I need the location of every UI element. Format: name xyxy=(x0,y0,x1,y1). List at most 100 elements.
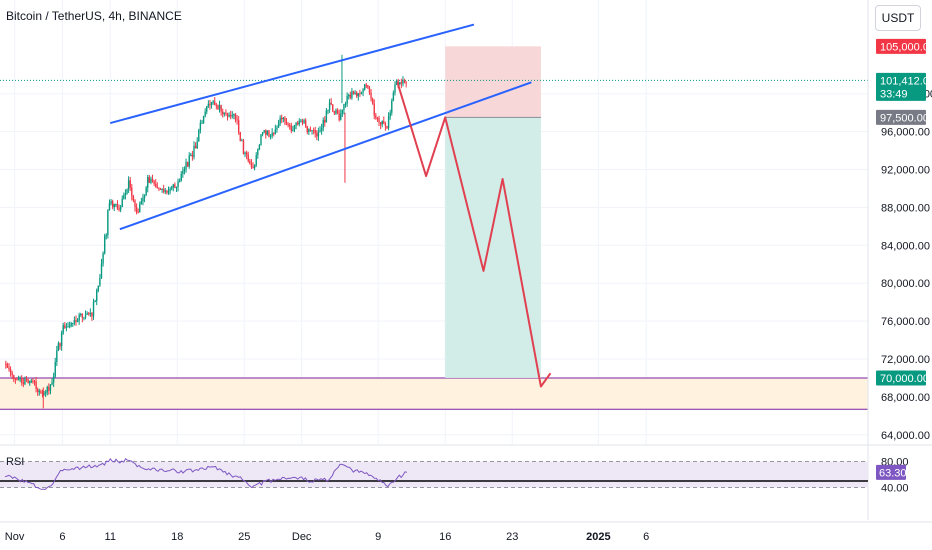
candle-body xyxy=(389,112,391,117)
candle-body xyxy=(328,102,331,110)
rsi-line xyxy=(4,457,408,491)
candle-body xyxy=(19,377,21,380)
candle-body xyxy=(48,386,50,391)
candle-body xyxy=(190,154,192,156)
candle-body xyxy=(295,123,297,126)
candle-body xyxy=(92,301,95,317)
candle-body xyxy=(383,121,385,124)
candle-body xyxy=(14,378,17,380)
candle-body xyxy=(373,103,375,116)
candle-body xyxy=(325,110,328,123)
candle-body xyxy=(16,379,18,381)
candle-body xyxy=(29,381,31,384)
candle-body xyxy=(158,187,160,189)
candle-body xyxy=(46,386,48,393)
candle-body xyxy=(371,98,374,104)
candle-body xyxy=(292,129,294,131)
channel-lower-line xyxy=(119,81,532,231)
candle-body xyxy=(349,94,352,98)
candles xyxy=(5,54,407,409)
candle-body xyxy=(167,191,170,193)
rsi-indicator-label[interactable]: RSI xyxy=(6,456,25,468)
candle-body xyxy=(375,115,377,118)
candle-body xyxy=(379,122,382,125)
candle-body xyxy=(172,184,174,188)
candle-body xyxy=(309,129,312,131)
candle-body xyxy=(121,198,123,207)
candle-body xyxy=(352,91,355,95)
candle-body xyxy=(207,103,210,107)
candle-body xyxy=(317,131,320,137)
candle-body xyxy=(210,102,213,106)
candle-body xyxy=(180,173,182,182)
candle-body xyxy=(229,115,232,117)
candle-body xyxy=(311,130,313,132)
candle-body xyxy=(236,119,238,121)
candle-body xyxy=(327,109,329,111)
candle-body xyxy=(202,116,205,123)
price-tick-label: 84,000.00 xyxy=(881,240,930,252)
candle-body xyxy=(38,391,40,393)
candle-body xyxy=(250,163,253,167)
stop-price-label: 105,000.00 xyxy=(880,41,932,53)
candle-body xyxy=(282,117,285,120)
candle-body xyxy=(336,109,339,114)
candle-body xyxy=(357,93,359,97)
candle-body xyxy=(351,91,353,98)
candle-body xyxy=(206,106,208,112)
candle-body xyxy=(137,212,139,214)
candle-body xyxy=(199,122,202,131)
candle-body xyxy=(36,388,39,393)
candle-body xyxy=(370,92,372,99)
candle-body xyxy=(257,149,259,156)
candle-body xyxy=(11,373,13,376)
candle-body xyxy=(217,105,219,110)
time-tick-label: 18 xyxy=(171,531,183,543)
candle-body xyxy=(65,326,68,328)
candle-body xyxy=(209,103,211,106)
support-price-label: 70,000.00 xyxy=(880,373,929,385)
candle-body xyxy=(81,313,84,318)
candle-body xyxy=(281,117,283,120)
candle-body xyxy=(360,92,363,94)
time-tick-label: 6 xyxy=(643,531,649,543)
candle-body xyxy=(111,201,114,208)
candle-body xyxy=(298,121,300,125)
candle-body xyxy=(322,119,324,129)
candle-body xyxy=(91,313,93,317)
candle-body xyxy=(273,132,275,134)
current-price-label: 101,412.00 xyxy=(880,75,932,87)
candle-body xyxy=(164,190,166,192)
candle-body xyxy=(131,187,133,197)
candle-body xyxy=(108,203,111,210)
candle-body xyxy=(226,113,229,117)
time-tick-label: Dec xyxy=(292,531,312,543)
candle-body xyxy=(234,113,237,120)
candle-body xyxy=(387,116,390,129)
candle-body xyxy=(67,326,69,328)
price-tick-label: 76,000.00 xyxy=(881,316,930,328)
candle-body xyxy=(43,393,45,395)
candle-body xyxy=(344,103,347,105)
symbol-title: Bitcoin / TetherUS, 4h, BINANCE xyxy=(6,9,182,23)
candle-body xyxy=(182,171,184,174)
candle-body xyxy=(140,201,143,205)
currency-selector-button[interactable]: USDT xyxy=(875,5,921,31)
candle-body xyxy=(183,169,186,172)
price-tick-label: 92,000.00 xyxy=(881,165,930,177)
candle-body xyxy=(285,121,288,125)
candle-body xyxy=(263,130,265,133)
candle-body xyxy=(115,203,117,205)
candle-body xyxy=(332,104,334,112)
candle-body xyxy=(59,343,61,347)
candle-body xyxy=(255,155,257,166)
candle-body xyxy=(341,110,344,114)
price-tick-label: 96,000.00 xyxy=(881,127,930,139)
candle-body xyxy=(261,132,264,135)
candle-body xyxy=(268,130,270,137)
candle-body xyxy=(245,152,248,155)
current-price-label-countdown: 33:49 xyxy=(880,88,908,100)
current-price-label-bg xyxy=(876,72,926,101)
